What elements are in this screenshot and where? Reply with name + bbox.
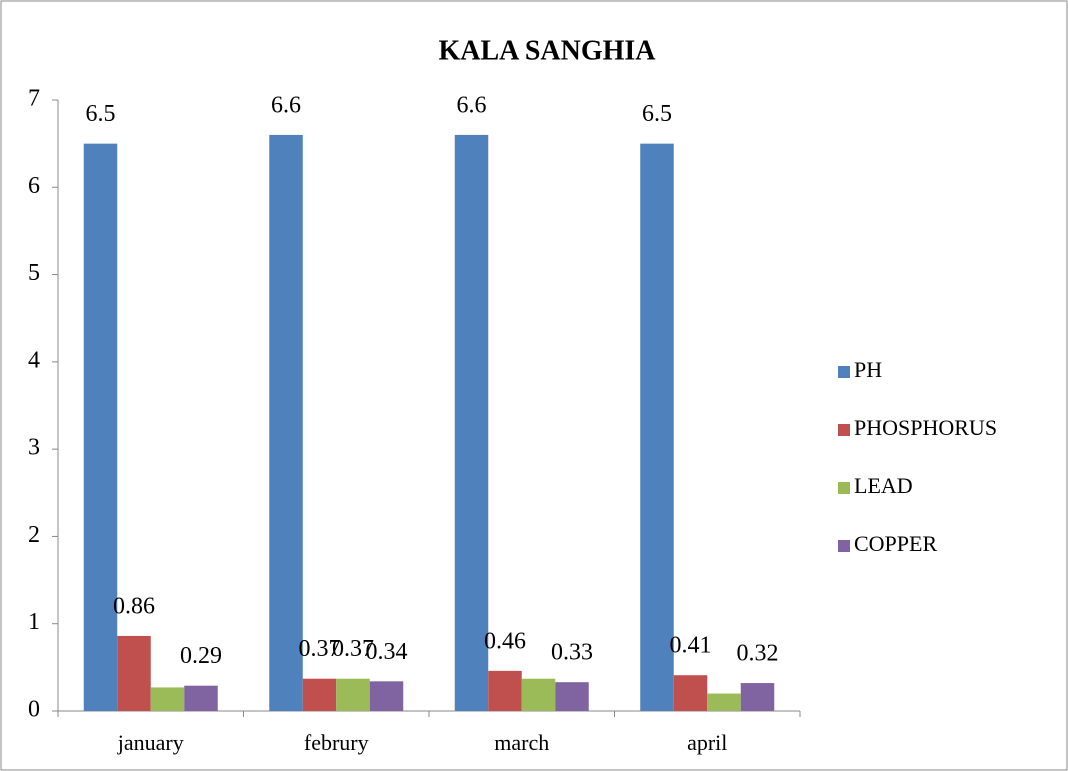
y-tick-label: 2 [28,522,40,548]
bar [83,143,118,712]
legend-swatch [838,424,850,436]
legend-label: LEAD [854,473,913,498]
x-tick-label: march [494,730,549,755]
data-label: 6.5 [642,101,672,127]
bar [117,635,151,711]
chart-title: KALA SANGHIA [438,35,656,66]
bar [640,143,674,712]
y-tick-label: 1 [28,609,40,635]
data-label: 0.41 [670,633,712,659]
bar [673,675,708,711]
bar [336,678,370,711]
y-tick-label: 4 [28,347,40,373]
legend-label: PH [854,357,882,382]
bar [555,682,589,711]
legend-swatch [838,366,850,378]
x-tick-label: january [117,730,184,755]
x-tick-label: april [687,730,727,755]
y-tick-label: 6 [28,173,40,199]
bar [302,678,337,711]
data-label: 0.32 [737,641,779,667]
data-label: 0.86 [113,593,155,619]
data-label: 0.29 [180,643,222,669]
bar [740,683,775,711]
bar [521,678,556,711]
data-label: 6.5 [86,101,116,127]
bar [184,685,218,711]
y-tick-label: 5 [28,260,40,286]
bar [150,687,185,711]
data-label: 6.6 [271,92,301,118]
bar [269,134,303,711]
bar [454,134,489,711]
data-label: 0.37 [332,636,374,662]
bar [488,670,522,711]
data-label: 0.46 [484,628,526,654]
y-tick-label: 7 [28,86,40,112]
legend-swatch [838,540,850,552]
x-tick-label: februry [304,730,369,755]
y-tick-label: 0 [28,697,40,723]
data-label: 0.33 [551,640,593,666]
y-tick-label: 3 [28,435,40,461]
data-label: 0.37 [299,636,341,662]
legend-label: COPPER [854,531,937,556]
bar [369,681,404,711]
bar [707,693,741,711]
data-label: 0.34 [366,639,408,665]
data-label: 6.6 [457,92,487,118]
legend-label: PHOSPHORUS [854,415,997,440]
legend-swatch [838,482,850,494]
